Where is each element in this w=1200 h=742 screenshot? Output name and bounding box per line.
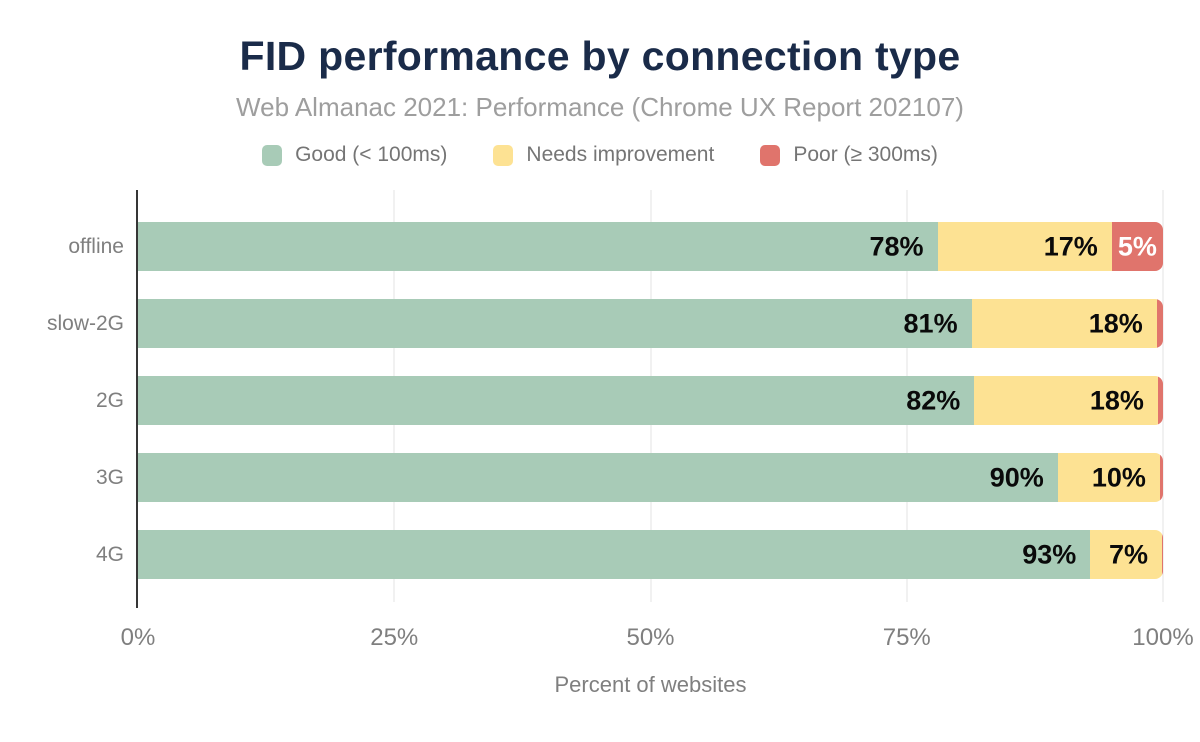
- legend-item-poor[interactable]: Poor (≥ 300ms): [760, 143, 938, 167]
- data-label: 5%: [1117, 231, 1157, 261]
- x-tick-label: 75%: [882, 624, 931, 651]
- segment-poor[interactable]: [1161, 530, 1163, 579]
- segment-needs-improvement[interactable]: 10%: [1057, 453, 1160, 502]
- data-label: 17%: [1043, 231, 1098, 261]
- bar: 90% 10%: [138, 453, 1163, 502]
- plot-area: 0% 25% 50% 75% 100% offline 78% 17% 5% slow-2G 81%…: [47, 190, 1194, 651]
- segment-poor[interactable]: [1157, 376, 1163, 425]
- legend-label-needs-improvement: Needs improvement: [526, 143, 715, 166]
- legend: Good (< 100ms) Needs improvement Poor (≥…: [0, 143, 1200, 167]
- bar-row: slow-2G 81% 18%: [47, 299, 1163, 348]
- legend-label-good: Good (< 100ms): [295, 143, 448, 166]
- bar: 82% 18%: [138, 376, 1163, 425]
- legend-item-needs-improvement[interactable]: Needs improvement: [493, 143, 714, 167]
- segment-poor[interactable]: [1156, 299, 1163, 348]
- x-axis-title: Percent of websites: [554, 672, 747, 697]
- segment-needs-improvement[interactable]: 18%: [974, 376, 1158, 425]
- x-tick-label: 100%: [1132, 624, 1194, 651]
- segment-needs-improvement[interactable]: 18%: [971, 299, 1157, 348]
- chart-subtitle: Web Almanac 2021: Performance (Chrome UX…: [236, 92, 964, 122]
- legend-label-poor: Poor (≥ 300ms): [793, 143, 938, 166]
- bar-row: 4G 93% 7%: [96, 530, 1163, 579]
- segment-good[interactable]: 78%: [138, 222, 938, 271]
- segment-needs-improvement[interactable]: 7%: [1090, 530, 1162, 579]
- x-tick-label: 25%: [370, 624, 419, 651]
- bar-row: 2G 82% 18%: [96, 376, 1163, 425]
- bar-row: 3G 90% 10%: [96, 453, 1163, 502]
- bar-row: offline 78% 17% 5%: [68, 222, 1163, 271]
- legend-item-good[interactable]: Good (< 100ms): [262, 143, 447, 167]
- category-label: slow-2G: [46, 312, 124, 335]
- segment-good[interactable]: 93%: [138, 530, 1091, 579]
- bar: 93% 7%: [138, 530, 1163, 579]
- segment-good[interactable]: 81%: [138, 299, 972, 348]
- data-label: 78%: [869, 231, 924, 261]
- segment-good[interactable]: 82%: [138, 376, 975, 425]
- category-label: 2G: [95, 389, 124, 412]
- data-label: 7%: [1108, 539, 1148, 569]
- data-label: 93%: [1022, 539, 1077, 569]
- category-label: offline: [68, 235, 124, 258]
- legend-swatch-needs-improvement-icon: [493, 144, 514, 166]
- y-axis-line: [136, 190, 138, 608]
- segment-good[interactable]: 90%: [138, 453, 1058, 502]
- data-label: 82%: [906, 385, 961, 415]
- x-tick-label: 50%: [626, 624, 675, 651]
- segment-needs-improvement[interactable]: 17%: [937, 222, 1112, 271]
- data-label: 90%: [989, 462, 1044, 492]
- category-label: 4G: [95, 543, 124, 566]
- gridline: [1162, 190, 1164, 602]
- segment-poor[interactable]: 5%: [1111, 222, 1163, 271]
- segment-poor[interactable]: [1159, 453, 1163, 502]
- data-label: 10%: [1091, 462, 1146, 492]
- chart-title: FID performance by connection type: [239, 33, 961, 79]
- data-label: 81%: [903, 308, 958, 338]
- legend-swatch-poor-icon: [760, 144, 781, 166]
- bar: 78% 17% 5%: [138, 222, 1163, 271]
- legend-swatch-good-icon: [262, 144, 283, 166]
- bar: 81% 18%: [138, 299, 1163, 348]
- data-label: 18%: [1088, 308, 1143, 338]
- category-label: 3G: [95, 466, 124, 489]
- data-label: 18%: [1089, 385, 1144, 415]
- x-tick-label: 0%: [120, 624, 156, 651]
